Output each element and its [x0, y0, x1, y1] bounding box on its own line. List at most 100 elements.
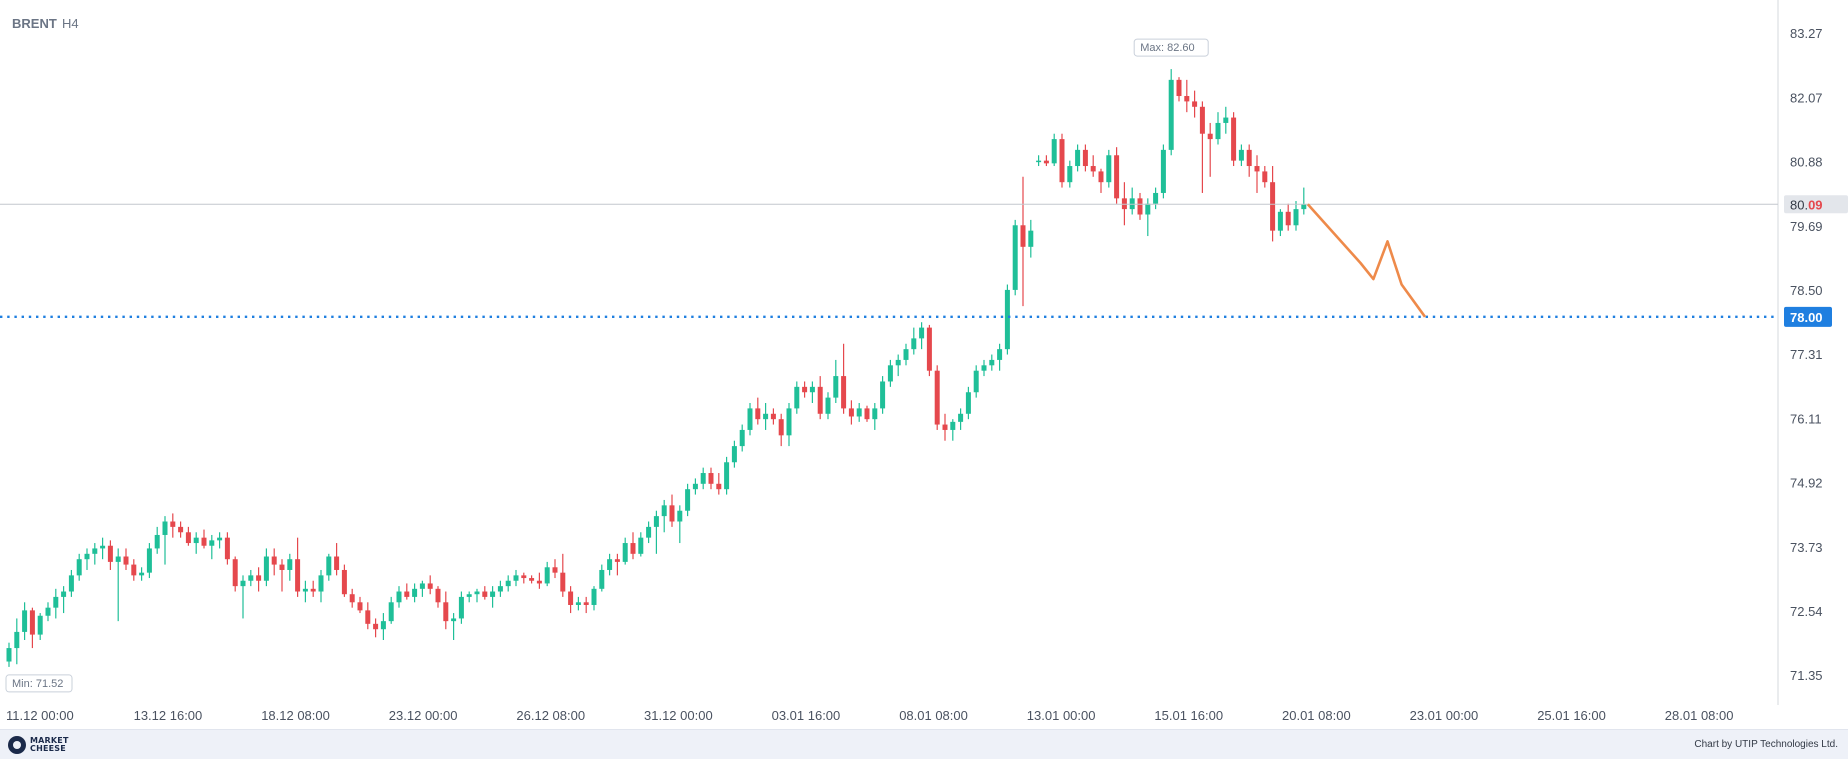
candle — [1129, 187, 1135, 215]
candle-body — [154, 534, 160, 549]
candle — [201, 529, 207, 549]
candle — [833, 359, 839, 404]
candle — [443, 591, 449, 630]
candle-body — [1028, 230, 1034, 247]
candle — [139, 567, 145, 581]
candle-body — [770, 413, 776, 420]
logo-icon — [8, 736, 26, 754]
y-tick-label: 73.73 — [1790, 540, 1823, 555]
price-chart[interactable]: 11.12 00:00 13.12 16:00 18.12 08:00 23.12 0… — [0, 0, 1848, 729]
candle-body — [1137, 198, 1143, 215]
candle — [942, 413, 948, 441]
candle — [513, 569, 519, 587]
candle-body — [919, 327, 925, 339]
candle — [614, 553, 620, 576]
candle-body — [170, 521, 176, 527]
candle-body — [958, 413, 964, 422]
candle — [131, 559, 137, 581]
candle — [1098, 168, 1104, 193]
candle — [224, 532, 230, 565]
candle — [84, 548, 90, 570]
candle-body — [1114, 155, 1120, 199]
y-tick-label: 72.54 — [1790, 604, 1823, 619]
candle — [630, 532, 636, 560]
candle — [919, 322, 925, 350]
candle-body — [1301, 204, 1307, 210]
x-tick-label: 23.12 00:00 — [389, 708, 458, 723]
candle-body — [373, 623, 379, 630]
candle-body — [700, 473, 706, 484]
candle-body — [622, 543, 628, 562]
candle-body — [669, 505, 675, 522]
candle — [107, 540, 113, 570]
candle — [178, 521, 184, 538]
candle-body — [630, 543, 636, 554]
candle-body — [1160, 149, 1166, 193]
candle — [287, 553, 293, 581]
candle — [731, 440, 737, 468]
footer-bar: MARKET CHEESE Chart by UTIP Technologies … — [0, 729, 1848, 759]
candle — [1043, 155, 1049, 167]
max-label: Max: 82.60 — [1133, 38, 1209, 57]
candle — [887, 359, 893, 387]
candle — [396, 586, 402, 608]
candle — [786, 403, 792, 447]
candle-body — [864, 408, 870, 420]
candle — [973, 365, 979, 398]
candle-body — [661, 505, 667, 517]
candle — [880, 376, 886, 414]
candle-body — [778, 419, 784, 436]
x-tick-label: 23.01 00:00 — [1410, 708, 1479, 723]
candle — [14, 618, 20, 665]
candle — [1028, 219, 1034, 258]
candle-body — [809, 386, 815, 393]
candle-body — [217, 537, 223, 541]
candle — [1238, 144, 1244, 167]
candle-body — [856, 408, 862, 417]
candle-body — [1192, 101, 1198, 107]
candle — [599, 564, 605, 592]
candle — [739, 424, 745, 452]
candle-body — [513, 575, 519, 581]
candle-body — [965, 392, 971, 414]
candle-body — [794, 386, 800, 409]
candle-body — [232, 559, 238, 587]
x-tick-label: 11.12 00:00 — [6, 708, 74, 723]
candle — [1012, 219, 1018, 296]
candle — [490, 586, 496, 608]
candle-body — [37, 615, 43, 635]
candle — [1067, 160, 1073, 188]
candle-body — [404, 591, 410, 597]
timeframe-label: H4 — [62, 16, 79, 31]
y-tick-label: 76.11 — [1790, 412, 1822, 427]
candle-body — [84, 553, 90, 560]
candle-body — [1199, 106, 1205, 134]
candle-body — [1145, 203, 1151, 215]
candle-body — [1246, 149, 1252, 167]
candle — [583, 596, 589, 614]
candle — [357, 596, 363, 614]
y-axis: 83.27 82.07 80.88 79.69 78.50 77.31 76.11 74.92… — [1790, 26, 1823, 683]
candle-body — [716, 483, 722, 490]
candle — [302, 580, 308, 603]
candle-body — [451, 618, 457, 622]
candle-body — [755, 408, 761, 420]
candle-body — [6, 648, 12, 662]
candle — [100, 537, 106, 560]
x-tick-label: 13.12 16:00 — [134, 708, 203, 723]
candle-body — [482, 591, 488, 597]
candle-body — [552, 567, 558, 573]
candle — [950, 419, 956, 441]
candle-body — [185, 532, 191, 544]
candle — [1254, 155, 1260, 193]
candle-body — [100, 545, 106, 549]
candle-body — [341, 569, 347, 595]
candle-body — [263, 556, 269, 581]
candle — [848, 400, 854, 425]
candle-body — [872, 408, 878, 420]
candle — [1199, 101, 1205, 193]
candle-body — [1168, 79, 1174, 150]
y-tick-label: 80.88 — [1790, 155, 1823, 170]
candle — [435, 586, 441, 608]
svg-text:80.09: 80.09 — [1790, 197, 1823, 212]
